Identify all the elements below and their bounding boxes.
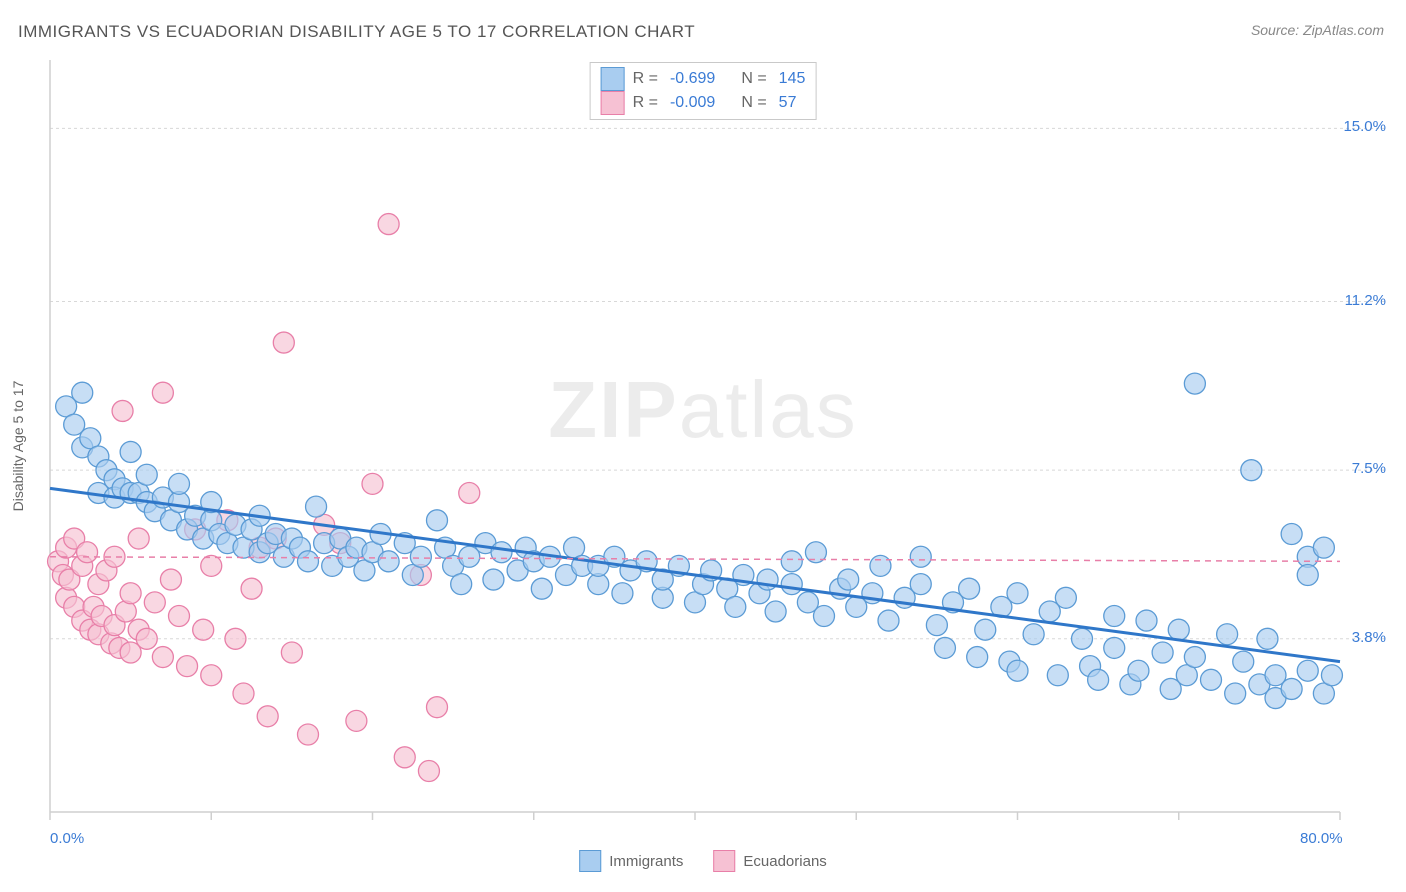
y-tick-label: 7.5% [1352,460,1386,477]
r-value: -0.009 [670,94,715,112]
legend-swatch-immigrants [579,850,601,872]
legend-item-ecuadorians: Ecuadorians [713,850,826,872]
legend-swatch-ecuadorians [601,91,625,115]
y-tick-label: 11.2% [1345,292,1386,309]
x-tick-label: 0.0% [50,830,84,847]
legend-item-immigrants: Immigrants [579,850,683,872]
n-value: 57 [779,94,797,112]
y-tick-label: 3.8% [1352,629,1386,646]
r-label: R = [633,94,658,112]
legend-swatch-ecuadorians [713,850,735,872]
n-label: N = [741,70,766,88]
legend-swatch-immigrants [601,67,625,91]
legend-stats-row: R = -0.699 N = 145 [601,67,806,91]
y-tick-label: 15.0% [1343,118,1386,135]
r-label: R = [633,70,658,88]
correlation-scatter-chart [0,0,1406,892]
n-label: N = [741,94,766,112]
legend-stats-row: R = -0.009 N = 57 [601,91,806,115]
r-value: -0.699 [670,70,715,88]
legend-series: Immigrants Ecuadorians [579,850,827,872]
x-tick-label: 80.0% [1300,830,1343,847]
legend-label: Ecuadorians [743,853,826,870]
legend-stats: R = -0.699 N = 145 R = -0.009 N = 57 [590,62,817,120]
legend-label: Immigrants [609,853,683,870]
n-value: 145 [779,70,806,88]
